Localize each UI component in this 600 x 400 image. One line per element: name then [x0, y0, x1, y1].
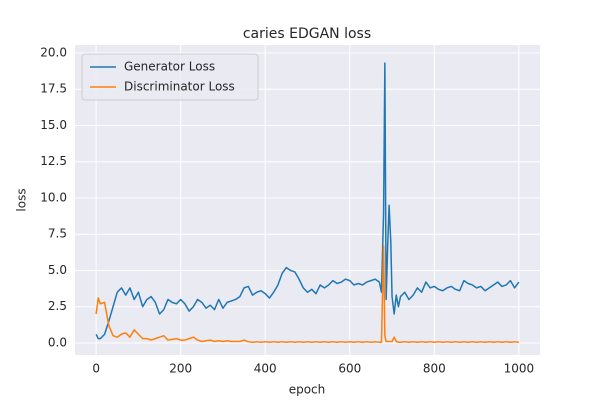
- y-tick-label: 12.5: [40, 154, 67, 168]
- y-tick-label: 2.5: [48, 299, 67, 313]
- chart-title: caries EDGAN loss: [243, 26, 371, 42]
- x-axis-label: epoch: [289, 383, 326, 397]
- x-tick-label: 1000: [504, 362, 535, 376]
- y-tick-label: 10.0: [40, 190, 67, 204]
- legend-label: Discriminator Loss: [124, 80, 235, 94]
- line: [95, 245, 519, 343]
- x-tick-label: 0: [92, 362, 100, 376]
- y-tick-label: 20.0: [40, 45, 67, 59]
- y-tick-label: 17.5: [40, 82, 67, 96]
- y-axis-label: loss: [15, 188, 29, 211]
- y-tick-label: 7.5: [48, 227, 67, 241]
- y-tick-label: 15.0: [40, 118, 67, 132]
- x-tick-label: 200: [169, 362, 192, 376]
- line: [95, 62, 520, 340]
- x-tick-label: 400: [254, 362, 277, 376]
- y-tick-label: 5.0: [48, 263, 67, 277]
- legend-box: [81, 53, 259, 101]
- x-tick-label: 800: [423, 362, 446, 376]
- x-tick-label: 600: [338, 362, 361, 376]
- y-tick-label: 0.0: [48, 335, 67, 349]
- legend-label: Generator Loss: [124, 60, 215, 74]
